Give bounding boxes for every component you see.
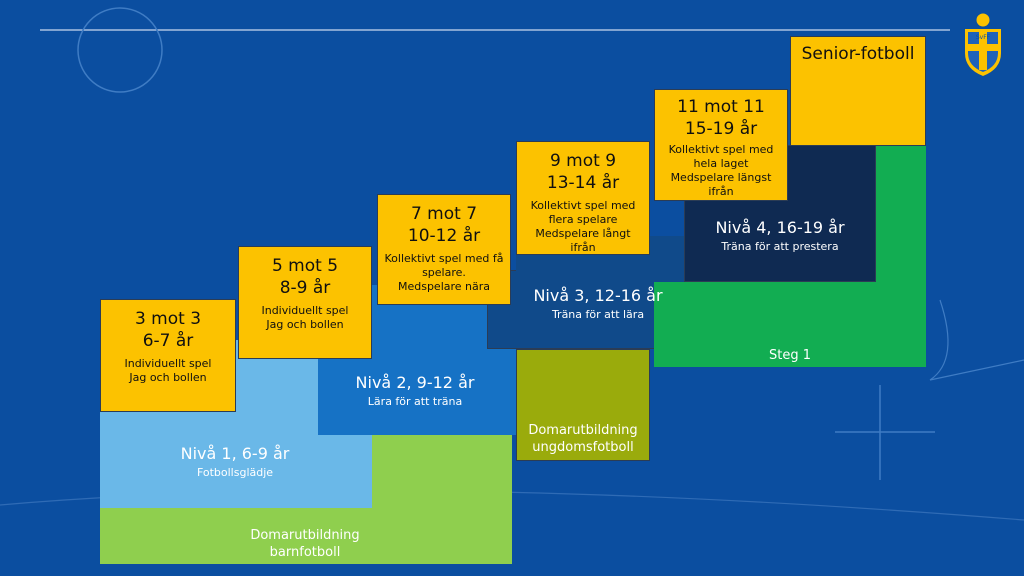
age-range: 13-14 år (546, 173, 620, 193)
age-group-card: 9 mot 9 13-14 år Kollektivt spel med fle… (516, 141, 650, 255)
level-4-label: Nivå 4, 16-19 år Träna för att prestera (690, 218, 870, 254)
svff-crest-icon: SvFF (965, 12, 1001, 76)
age-range: 6-7 år (142, 331, 194, 351)
description-line-1: Kollektivt spel med hela laget (668, 143, 774, 170)
step-1-block-top (876, 145, 926, 285)
step-1-text: Steg 1 (768, 348, 811, 363)
age-range: 10-12 år (407, 226, 481, 246)
level-4-title: Nivå 4, 16-19 år (715, 218, 845, 237)
referee-youth-line2: ungdomsfotboll (532, 440, 634, 455)
level-3-title: Nivå 3, 12-16 år (533, 286, 663, 305)
referee-children-line1: Domarutbildning (250, 528, 360, 543)
description-line-1: Kollektivt spel med få spelare. (384, 252, 504, 279)
description-line-2: Medspelare långt ifrån (535, 227, 631, 254)
step-1-block (654, 282, 926, 367)
referee-children-line2: barnfotboll (269, 545, 341, 560)
description-line-2: Medspelare längst ifrån (670, 171, 772, 198)
level-2-subtitle: Lära för att träna (367, 395, 463, 408)
age-group-card: 5 mot 5 8-9 år Individuellt spel Jag och… (238, 246, 372, 359)
senior-football-label: Senior-fotboll (801, 44, 915, 64)
level-1-title: Nivå 1, 6-9 år (180, 444, 290, 463)
game-format: 7 mot 7 (410, 204, 478, 224)
description-line-1: Kollektivt spel med flera spelare (530, 199, 636, 226)
description-line-2: Jag och bollen (266, 318, 344, 331)
step-1-label: Steg 1 (740, 347, 840, 364)
age-group-card: 11 mot 11 15-19 år Kollektivt spel med h… (654, 89, 788, 201)
level-2-label: Nivå 2, 9-12 år Lära för att träna (320, 373, 510, 409)
logo-text: SvFF (976, 34, 991, 41)
level-2-block (318, 358, 516, 435)
game-format: 5 mot 5 (271, 256, 339, 276)
referee-children-label: Domarutbildning barnfotboll (200, 527, 410, 561)
age-range: 15-19 år (684, 119, 758, 139)
game-format: 3 mot 3 (134, 309, 202, 329)
age-range: 8-9 år (279, 278, 331, 298)
level-3-subtitle: Träna för att lära (551, 308, 645, 321)
level-1-subtitle: Fotbollsglädje (196, 466, 274, 479)
senior-football-card: Senior-fotboll (790, 36, 926, 146)
description-line-1: Individuellt spel (261, 304, 349, 317)
description-line-2: Jag och bollen (129, 371, 207, 384)
level-3-label: Nivå 3, 12-16 år Träna för att lära (498, 286, 698, 322)
referee-youth-line1: Domarutbildning (528, 423, 638, 438)
game-format: 9 mot 9 (549, 151, 617, 171)
description-line-2: Medspelare nära (397, 280, 491, 293)
referee-youth-block (516, 349, 650, 461)
age-group-card: 3 mot 3 6-7 år Individuellt spel Jag och… (100, 299, 236, 412)
level-2-title: Nivå 2, 9-12 år (355, 373, 475, 392)
description-line-1: Individuellt spel (124, 357, 212, 370)
level-1-label: Nivå 1, 6-9 år Fotbollsglädje (140, 444, 330, 480)
level-4-subtitle: Träna för att prestera (721, 240, 839, 253)
age-group-card: 7 mot 7 10-12 år Kollektivt spel med få … (377, 194, 511, 305)
game-format: 11 mot 11 (677, 97, 765, 117)
referee-youth-label: Domarutbildning ungdomsfotboll (516, 422, 650, 456)
